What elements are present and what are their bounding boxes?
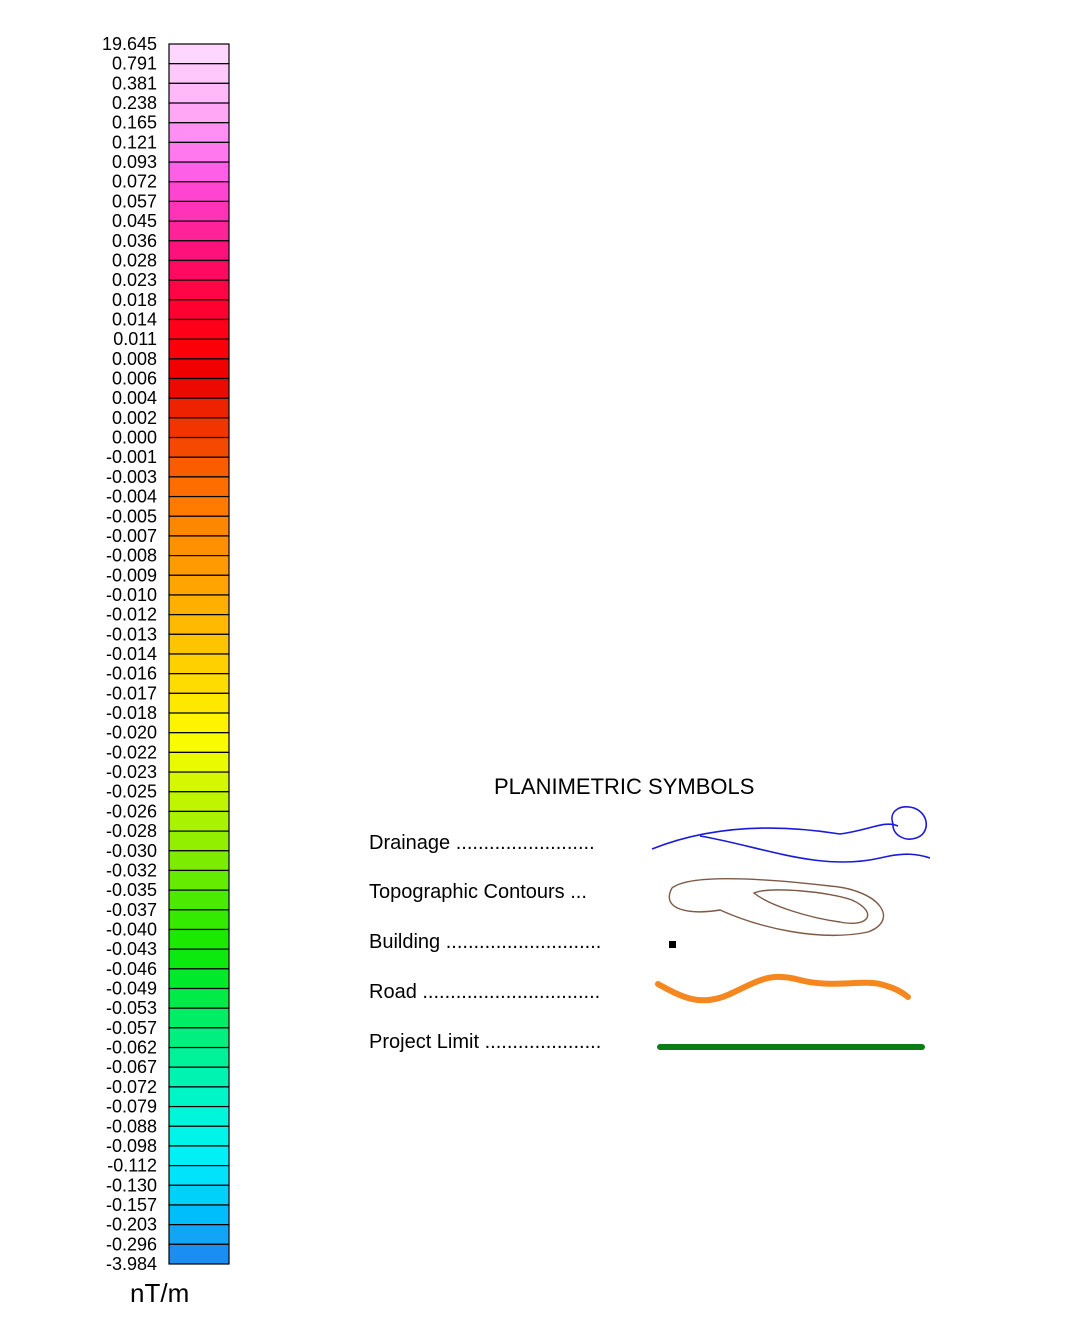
color-scale-label: 0.165: [112, 113, 157, 133]
color-scale-label: -0.022: [106, 742, 157, 762]
color-scale-label: -0.046: [106, 959, 157, 979]
color-scale-label: -0.016: [106, 664, 157, 684]
color-scale-label: -0.032: [106, 860, 157, 880]
color-scale-label: -0.013: [106, 624, 157, 644]
legend-label-drainage: Drainage .........................: [369, 832, 595, 854]
color-scale-label: -0.005: [106, 506, 157, 526]
color-scale-label: 0.045: [112, 211, 157, 231]
color-scale-label: -0.028: [106, 821, 157, 841]
color-scale-label: 0.011: [113, 329, 157, 349]
color-scale-label: -0.053: [106, 998, 157, 1018]
color-scale-label: 0.014: [112, 309, 157, 329]
color-scale-label: -0.072: [106, 1077, 157, 1097]
color-scale-label: 0.000: [112, 428, 157, 448]
color-swatch: [168, 1243, 230, 1265]
color-scale-label: -0.030: [106, 841, 157, 861]
color-scale-label: 0.008: [112, 349, 157, 369]
color-scale-label: 0.006: [112, 369, 157, 389]
color-scale-label: -0.008: [106, 546, 157, 566]
color-scale-label: -0.057: [106, 1018, 157, 1038]
color-scale-label: 19.645: [102, 34, 157, 54]
legend-label-project-limit: Project Limit .....................: [369, 1031, 602, 1053]
color-scale-label: -0.157: [106, 1195, 157, 1215]
color-scale-label: -0.112: [107, 1156, 157, 1176]
color-scale-label: -0.007: [106, 526, 157, 546]
color-scale-label: 0.093: [112, 152, 157, 172]
color-scale-label: -0.296: [106, 1234, 157, 1254]
color-scale-label: -0.001: [106, 447, 157, 467]
topographic-contours-symbol: [668, 878, 885, 937]
color-scale-label: 0.023: [112, 270, 157, 290]
color-scale-label: -0.004: [106, 487, 157, 507]
color-scale-label: 0.018: [112, 290, 157, 310]
color-scale-label: 0.057: [112, 191, 157, 211]
color-scale-label: 0.002: [112, 408, 157, 428]
building-symbol: [669, 941, 676, 948]
color-scale-label: -0.012: [106, 605, 157, 625]
color-scale-label: -0.003: [106, 467, 157, 487]
color-scale-label: 0.004: [112, 388, 157, 408]
color-scale-label: -3.984: [106, 1254, 157, 1274]
color-scale-label: -0.018: [106, 703, 157, 723]
color-scale-label: -0.098: [106, 1136, 157, 1156]
color-scale-label: 0.028: [112, 250, 157, 270]
color-scale-label: 0.791: [112, 54, 157, 74]
color-scale-label: -0.203: [106, 1215, 157, 1235]
color-scale-label: 0.121: [112, 132, 157, 152]
drainage-symbol: [651, 806, 931, 863]
color-scale-label: 0.381: [112, 73, 157, 93]
legend-label-road: Road ................................: [369, 981, 601, 1003]
color-scale-label: -0.023: [106, 762, 157, 782]
color-scale-label: -0.035: [106, 880, 157, 900]
color-scale-label: -0.010: [106, 585, 157, 605]
color-scale-label: -0.079: [106, 1097, 157, 1117]
legend-label-topographic-contours: Topographic Contours ...: [369, 881, 587, 903]
color-scale-label: -0.020: [106, 723, 157, 743]
legend-label-building: Building ............................: [369, 931, 602, 953]
color-scale-label: 0.036: [112, 231, 157, 251]
road-symbol: [655, 973, 911, 1004]
color-scale-label: 0.238: [112, 93, 157, 113]
legend-title: PLANIMETRIC SYMBOLS: [494, 774, 755, 799]
color-scale-label: -0.026: [106, 801, 157, 821]
color-scale-label: -0.037: [106, 900, 157, 920]
color-scale-label: -0.025: [106, 782, 157, 802]
color-scale-label: -0.040: [106, 919, 157, 939]
color-scale-label: -0.088: [106, 1116, 157, 1136]
color-scale-label: -0.014: [106, 644, 157, 664]
color-scale-label: -0.017: [106, 683, 157, 703]
color-scale-label: -0.043: [106, 939, 157, 959]
color-scale-label: 0.072: [112, 172, 157, 192]
color-scale-label: -0.062: [106, 1038, 157, 1058]
color-scale-label: -0.049: [106, 979, 157, 999]
color-scale-label: -0.067: [106, 1057, 157, 1077]
color-scale-label: -0.130: [106, 1175, 157, 1195]
color-scale-unit: nT/m: [130, 1278, 190, 1308]
color-scale-label: -0.009: [106, 565, 157, 585]
